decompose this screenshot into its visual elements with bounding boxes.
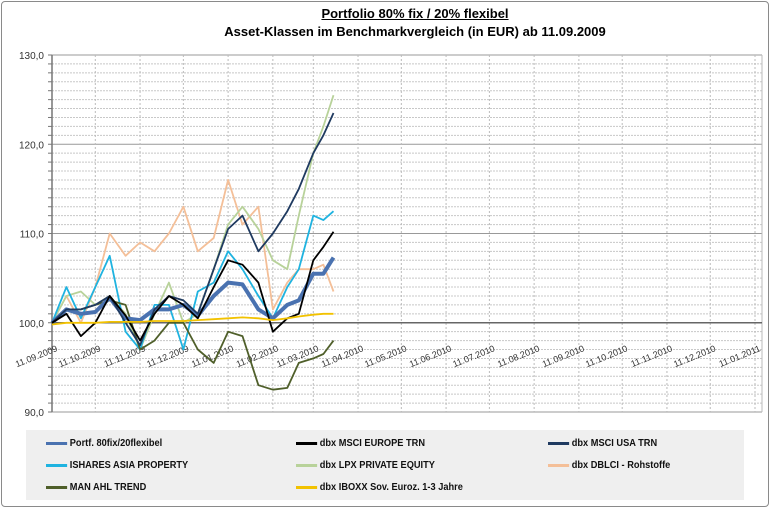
legend-entry: dbx DBLCI - Rohstoffe — [548, 459, 670, 471]
chart-subtitle: Asset-Klassen im Benchmarkvergleich (in … — [224, 24, 606, 39]
y-tick-label: 130,0 — [19, 51, 44, 62]
legend-swatch — [296, 441, 318, 445]
y-tick-label: 120,0 — [19, 140, 44, 151]
legend-entry: dbx MSCI USA TRN — [548, 437, 657, 449]
legend-label: Portf. 80fix/20flexibel — [69, 437, 163, 449]
legend-entry: dbx IBOXX Sov. Euroz. 1-3 Jahre — [296, 481, 463, 493]
legend-swatch — [46, 441, 68, 445]
series-line-6 — [51, 299, 335, 391]
legend-label: dbx MSCI USA TRN — [571, 437, 658, 449]
legend-swatch — [296, 485, 318, 489]
legend-label: MAN AHL TREND — [69, 481, 147, 493]
legend-swatch — [548, 441, 570, 445]
legend-swatch — [46, 463, 68, 467]
y-tick-label: 100,0 — [19, 319, 44, 330]
legend-label: dbx DBLCI - Rohstoffe — [571, 459, 671, 471]
legend-label: ISHARES ASIA PROPERTY — [69, 459, 189, 471]
y-tick-label: 110,0 — [20, 230, 45, 241]
y-tick-label: 90,0 — [25, 408, 45, 419]
legend-swatch — [296, 463, 318, 467]
legend-label: dbx LPX PRIVATE EQUITY — [319, 459, 435, 471]
legend-swatch — [46, 485, 68, 489]
legend-entry: ISHARES ASIA PROPERTY — [46, 459, 188, 471]
legend-entry: Portf. 80fix/20flexibel — [46, 437, 162, 449]
plot-area: 90,0100,0110,0120,0130,011.09.200911.10.… — [14, 51, 763, 419]
legend-entry: dbx MSCI EUROPE TRN — [296, 437, 425, 449]
series-line-2 — [51, 112, 335, 347]
legend: Portf. 80fix/20flexibel dbx MSCI EUROPE T… — [26, 430, 744, 500]
series-line-7 — [51, 312, 334, 326]
chart-title: Portfolio 80% fix / 20% flexibel — [321, 6, 509, 21]
legend-entry: MAN AHL TREND — [46, 481, 146, 493]
legend-swatch — [548, 463, 570, 467]
series-line-1 — [51, 231, 335, 342]
legend-entry: dbx LPX PRIVATE EQUITY — [296, 459, 435, 471]
series-line-0 — [50, 256, 336, 325]
series-line-3 — [51, 210, 335, 351]
legend-label: dbx IBOXX Sov. Euroz. 1-3 Jahre — [319, 481, 463, 493]
legend-label: dbx MSCI EUROPE TRN — [319, 437, 426, 449]
